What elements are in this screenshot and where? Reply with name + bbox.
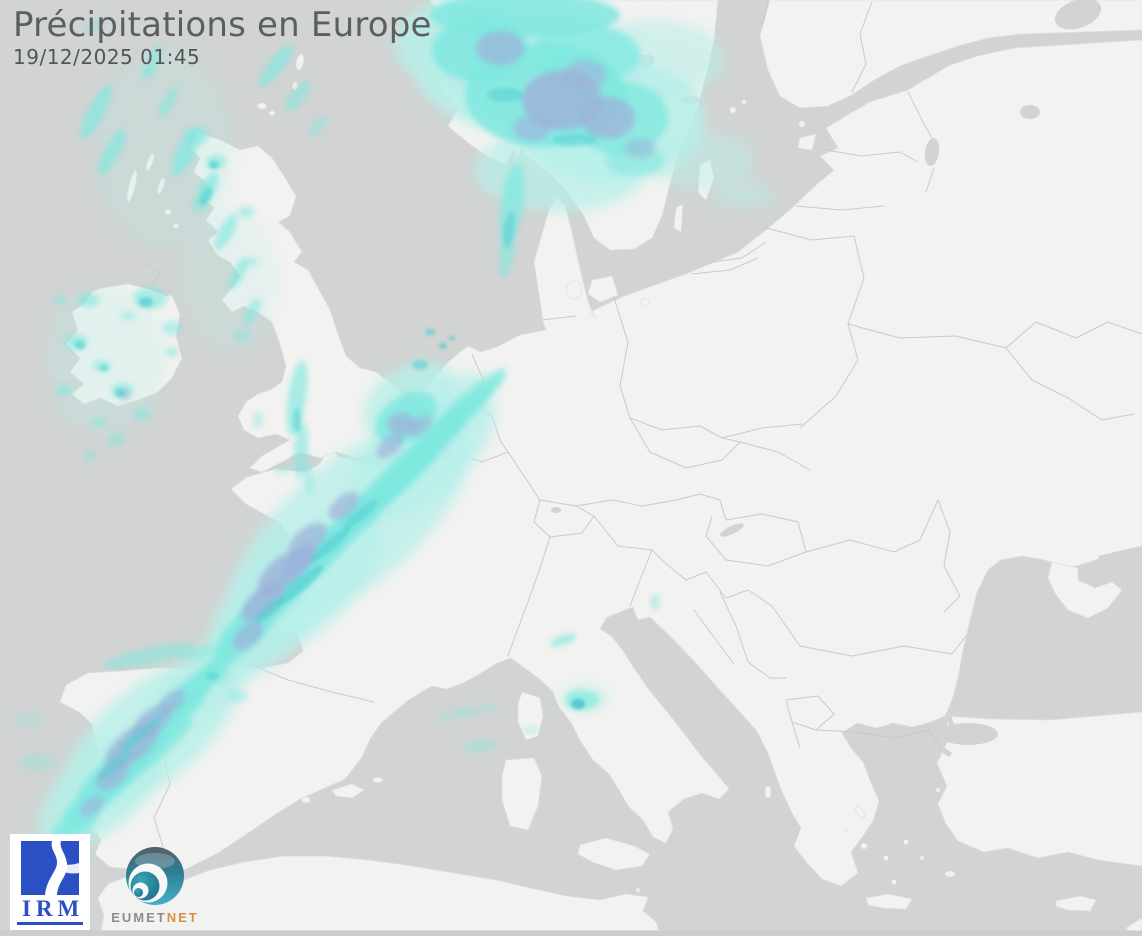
- land-crimea: [1047, 561, 1123, 619]
- map-edge-strip: [0, 930, 1142, 936]
- eumetnet-sphere-icon: [126, 847, 184, 905]
- islands: [126, 53, 1097, 912]
- irm-logo: IRM: [10, 834, 90, 930]
- precip-teal-accents: [75, 88, 597, 780]
- eumetnet-label-accent: NET: [166, 910, 199, 925]
- irm-emblem-icon: [21, 841, 79, 895]
- eumetnet-logo: EUMETNET: [101, 846, 209, 928]
- eumetnet-label: EUMETNET: [111, 910, 199, 925]
- map-timestamp: 19/12/2025 01:45: [13, 45, 201, 70]
- eumetnet-label-primary: EUMET: [111, 910, 167, 925]
- land-mainland: [59, 39, 1142, 887]
- land-anatolia: [936, 711, 1142, 867]
- irm-label: IRM: [17, 896, 83, 926]
- page-title: Précipitations en Europe: [13, 5, 432, 45]
- precipitation-layer: [16, 0, 775, 876]
- land-finland: [759, 0, 1142, 109]
- title-block: Précipitations en Europe 19/12/2025 01:4…: [13, 6, 432, 69]
